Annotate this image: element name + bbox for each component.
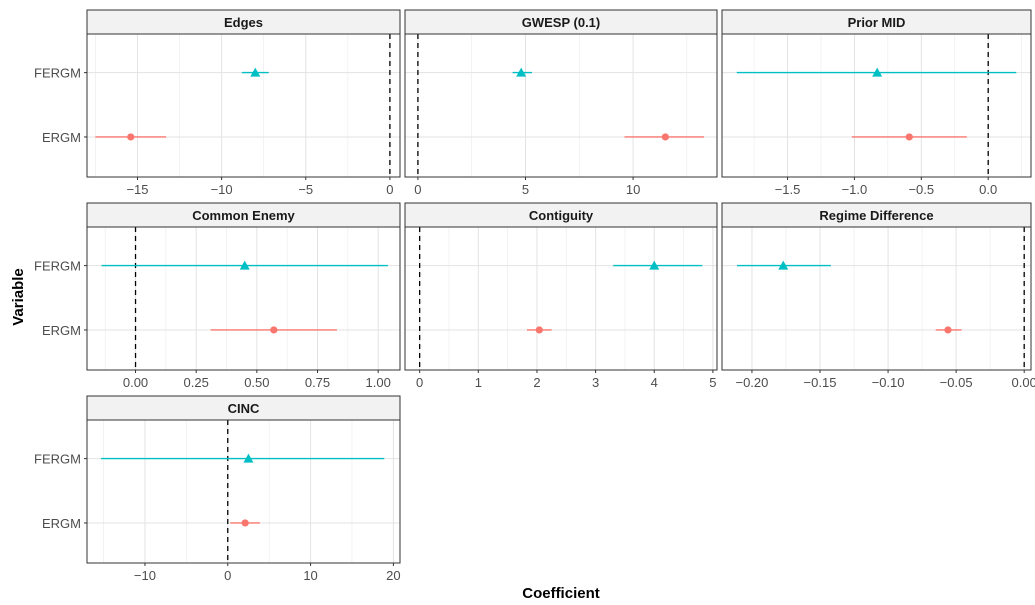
point-estimate-fergm [516,67,527,77]
y-axis-title: Variable [10,268,27,326]
panel-background [405,227,717,370]
x-tick-label: 4 [651,375,658,390]
point-estimate-fergm [778,260,789,270]
x-tick-label: 10 [626,182,640,197]
panel-title: GWESP (0.1) [522,15,601,30]
panel-title: Contiguity [529,208,594,223]
panel-strip [404,202,718,228]
panel-border [721,33,1032,178]
panel-title: Prior MID [848,15,906,30]
x-tick-label: 0.00 [1012,375,1035,390]
x-tick-label: 0.25 [184,375,209,390]
point-estimate-fergm [239,260,250,270]
panel-strip [86,202,401,228]
y-tick-label-ergm: ERGM [42,130,81,145]
panel-background [87,227,400,370]
panel-edges: Edges −15 −10 −5 0 FERGM ERGM [34,9,401,197]
panel-background [405,34,717,177]
x-tick-label: −0.10 [872,375,905,390]
x-tick-label: −0.15 [804,375,837,390]
point-estimate-fergm [872,67,883,77]
panel-contiguity: Contiguity 0 1 2 3 4 5 [404,202,718,390]
point-estimate-fergm [243,453,254,463]
panel-title: Common Enemy [192,208,295,223]
x-tick-label: 0 [414,182,421,197]
x-tick-label: 0.50 [244,375,269,390]
x-tick-label: 5 [522,182,529,197]
x-tick-label: 0 [224,568,231,583]
x-tick-label: 1.00 [366,375,391,390]
panel-gwesp-0-1: GWESP (0.1) 0 5 10 [404,9,718,197]
x-tick-label: 0.00 [123,375,148,390]
panel-regime-difference: Regime Difference −0.20 −0.15 −0.10 −0.05 0.0… [721,202,1035,390]
panel-cinc: CINC −10 0 10 20 FERGM ERGM [34,395,401,583]
panel-background [87,34,400,177]
point-estimate-ergm [661,133,669,141]
x-axis-title: Coefficient [522,585,600,602]
x-tick-label: 10 [303,568,317,583]
panel-strip [86,9,401,35]
panel-prior-mid: Prior MID −1.5 −1.0 −0.5 0.0 [721,9,1032,197]
y-tick-label-fergm: FERGM [34,66,81,81]
point-estimate-ergm [270,326,278,334]
x-tick-label: 0.0 [979,182,997,197]
panel-border [404,33,718,178]
point-estimate-ergm [241,519,249,527]
x-tick-label: 20 [386,568,400,583]
x-tick-label: −5 [298,182,313,197]
y-tick-label-ergm: ERGM [42,323,81,338]
x-tick-label: −10 [211,182,233,197]
point-estimate-ergm [905,133,913,141]
x-tick-label: 0 [386,182,393,197]
panel-strip [721,9,1032,35]
panel-border [86,419,401,564]
x-tick-label: −10 [134,568,156,583]
panel-border [86,33,401,178]
panel-border [721,226,1032,371]
y-tick-label-ergm: ERGM [42,516,81,531]
point-estimate-fergm [649,260,660,270]
x-tick-label: 5 [709,375,716,390]
x-tick-label: −15 [126,182,148,197]
x-tick-label: −0.05 [940,375,973,390]
x-tick-label: −1.5 [775,182,801,197]
x-tick-label: −0.20 [735,375,768,390]
x-tick-label: −0.5 [908,182,934,197]
y-tick-label-fergm: FERGM [34,259,81,274]
point-estimate-fergm [250,67,261,77]
x-tick-label: 0 [416,375,423,390]
x-tick-label: 1 [475,375,482,390]
panel-strip [404,9,718,35]
x-tick-label: 3 [592,375,599,390]
x-tick-label: −1.0 [842,182,868,197]
panel-strip [86,395,401,421]
panel-title: Regime Difference [819,208,933,223]
panel-title: Edges [224,15,263,30]
panel-border [404,226,718,371]
point-estimate-ergm [944,326,952,334]
x-tick-label: 0.75 [305,375,330,390]
point-estimate-ergm [535,326,543,334]
panel-border [86,226,401,371]
panel-title: CINC [228,401,260,416]
panel-background [722,34,1031,177]
point-estimate-ergm [127,133,135,141]
panel-background [722,227,1031,370]
panel-common-enemy: Common Enemy 0.00 0.25 0.50 0.75 1.00 FERGM ERG… [34,202,401,390]
panel-background [87,420,400,563]
y-tick-label-fergm: FERGM [34,452,81,467]
x-tick-label: 2 [533,375,540,390]
